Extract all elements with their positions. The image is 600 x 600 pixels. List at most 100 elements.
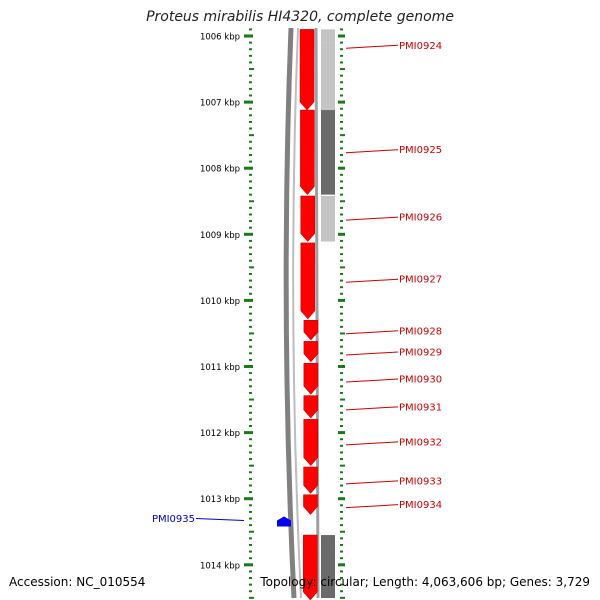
gene-label[interactable]: PMI0928 xyxy=(399,326,442,337)
minor-tick-right xyxy=(340,358,343,361)
minor-tick-left xyxy=(249,306,252,309)
topology-label: Topology: circular; Length: 4,063,606 bp… xyxy=(260,575,590,589)
minor-tick-right xyxy=(340,398,345,401)
minor-tick-left xyxy=(249,484,252,487)
minor-tick-left xyxy=(249,94,252,97)
gene-label[interactable]: PMI0929 xyxy=(399,347,442,358)
minor-tick-right xyxy=(340,444,343,447)
minor-tick-right xyxy=(340,226,343,229)
gene-label-leader xyxy=(345,351,399,356)
minor-tick-left xyxy=(249,345,252,348)
feature-block xyxy=(321,42,335,111)
minor-tick-right xyxy=(340,424,343,427)
gene-arrow-forward[interactable] xyxy=(299,29,315,111)
minor-tick-right xyxy=(340,438,343,441)
minor-tick-right xyxy=(340,279,343,282)
gene-arrow-forward[interactable] xyxy=(303,319,319,341)
minor-tick-right xyxy=(340,319,343,322)
minor-tick-left xyxy=(249,253,252,256)
gene-arrow-forward[interactable] xyxy=(303,534,318,600)
minor-tick-right xyxy=(340,530,345,533)
minor-tick-left xyxy=(249,550,252,553)
minor-tick-right xyxy=(340,272,343,275)
minor-tick-right xyxy=(340,28,343,31)
gene-label[interactable]: PMI0925 xyxy=(399,145,442,156)
major-tick-right xyxy=(338,298,345,302)
scale-tick-label: 1009 kbp xyxy=(200,231,240,241)
minor-tick-left xyxy=(249,424,252,427)
minor-tick-right xyxy=(340,292,343,295)
feature-block xyxy=(321,110,335,195)
minor-tick-left xyxy=(249,54,252,57)
minor-tick-left xyxy=(249,477,252,480)
backbone-right xyxy=(314,27,320,599)
minor-tick-right xyxy=(340,550,343,553)
gene-label[interactable]: PMI0926 xyxy=(399,213,442,224)
gene-arrow-forward[interactable] xyxy=(303,395,319,419)
minor-tick-right xyxy=(340,114,343,117)
minor-tick-left xyxy=(249,127,252,130)
gene-label[interactable]: PMI0931 xyxy=(399,402,442,413)
minor-tick-left xyxy=(249,458,252,461)
minor-tick-left xyxy=(249,418,252,421)
minor-tick-left xyxy=(249,577,252,580)
minor-tick-right xyxy=(340,378,343,381)
minor-tick-right xyxy=(340,484,343,487)
minor-tick-left xyxy=(249,266,254,269)
backbone-outer xyxy=(283,27,297,599)
gene-label[interactable]: PMI0924 xyxy=(399,41,442,52)
gene-arrow-forward[interactable] xyxy=(303,362,319,395)
gene-label[interactable]: PMI0934 xyxy=(399,500,442,511)
gene-arrow-forward[interactable] xyxy=(303,466,318,494)
minor-tick-right xyxy=(340,418,343,421)
major-tick-right xyxy=(338,34,345,38)
major-tick-left xyxy=(244,431,253,435)
minor-tick-right xyxy=(340,557,343,560)
gene-label[interactable]: PMI0932 xyxy=(399,437,442,448)
major-tick-left xyxy=(244,232,253,236)
gene-label[interactable]: PMI0927 xyxy=(399,275,442,286)
gene-arrow-forward[interactable] xyxy=(300,242,316,320)
gene-label[interactable]: PMI0933 xyxy=(399,476,442,487)
minor-tick-left xyxy=(249,292,252,295)
minor-tick-right xyxy=(340,577,343,580)
minor-tick-right xyxy=(340,246,343,249)
minor-tick-left xyxy=(249,134,254,137)
minor-tick-left xyxy=(249,405,252,408)
minor-tick-right xyxy=(340,120,343,123)
minor-tick-left xyxy=(249,239,252,242)
scale-tick-label: 1013 kbp xyxy=(200,495,240,505)
minor-tick-right xyxy=(340,107,343,110)
minor-tick-right xyxy=(340,491,343,494)
minor-tick-left xyxy=(249,160,252,163)
minor-tick-right xyxy=(340,325,343,328)
scale-ticks: 1006 kbp 1007 kbp 1008 kbp 1009 kbp 1010 kbp… xyxy=(200,28,345,599)
minor-tick-left xyxy=(249,180,252,183)
major-tick-right xyxy=(338,497,345,501)
gene-arrow-forward[interactable] xyxy=(303,494,318,515)
minor-tick-right xyxy=(340,153,343,156)
minor-tick-right xyxy=(340,510,343,513)
minor-tick-left xyxy=(249,120,252,123)
minor-tick-right xyxy=(340,352,343,355)
minor-tick-right xyxy=(340,312,343,315)
minor-tick-right xyxy=(340,220,343,223)
minor-tick-left xyxy=(249,570,252,573)
minor-tick-left xyxy=(249,226,252,229)
minor-tick-left xyxy=(249,206,252,209)
gene-arrow-forward[interactable] xyxy=(303,341,319,363)
gene-arrow-forward[interactable] xyxy=(300,195,315,242)
gene-arrow-forward[interactable] xyxy=(300,109,315,196)
gene-label-leader xyxy=(345,149,399,154)
gene-arrow-forward[interactable] xyxy=(303,419,318,467)
minor-tick-left xyxy=(249,398,254,401)
gene-label-leader xyxy=(345,278,399,283)
minor-tick-left xyxy=(249,272,252,275)
gene-arrow-reverse[interactable] xyxy=(277,516,291,527)
minor-tick-right xyxy=(340,286,343,289)
minor-tick-right xyxy=(340,411,343,414)
gene-label[interactable]: PMI0930 xyxy=(399,375,442,386)
gene-label[interactable]: PMI0935 xyxy=(152,514,195,525)
